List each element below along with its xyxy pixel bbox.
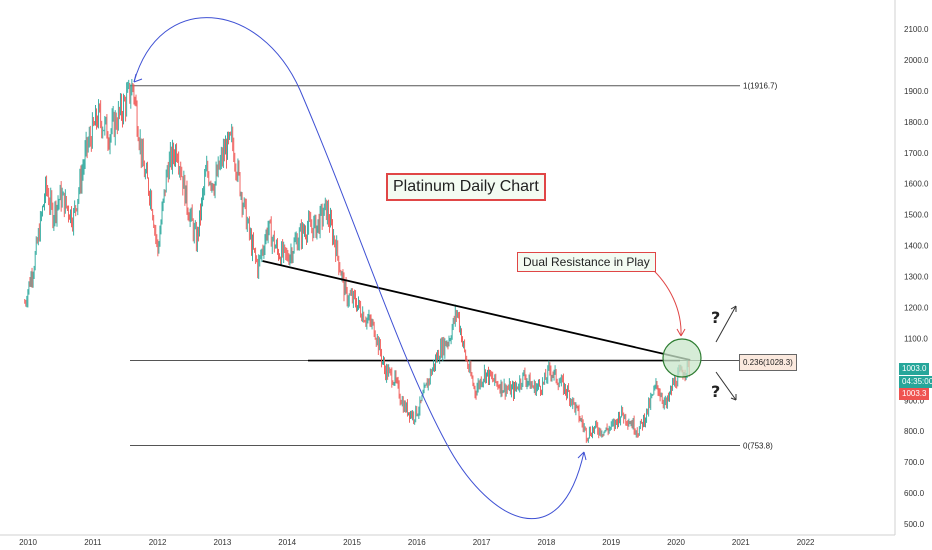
y-tick-label: 1300.0: [904, 273, 929, 282]
y-tick-label: 1200.0: [904, 303, 929, 312]
y-tick-label: 1900.0: [904, 87, 929, 96]
arc-arrowhead-bottom: [577, 451, 587, 461]
x-tick-label: 2022: [797, 538, 815, 547]
x-tick-label: 2021: [732, 538, 750, 547]
resistance-note: Dual Resistance in Play: [517, 252, 656, 272]
x-tick-label: 2014: [278, 538, 296, 547]
fib-0236-label: 0.236(1028.3): [739, 354, 797, 371]
chart-title: Platinum Daily Chart: [386, 173, 546, 201]
x-tick-label: 2011: [84, 538, 102, 547]
countdown-tag: 04:35:00: [899, 376, 932, 388]
down-scenario-arrow: [715, 371, 737, 401]
cycle-arc: [133, 17, 585, 519]
x-tick-label: 2018: [538, 538, 556, 547]
y-tick-label: 2000.0: [904, 56, 929, 65]
y-tick-label: 500.0: [904, 520, 925, 529]
fib-level-label: 1(1916.7): [743, 82, 778, 91]
y-tick-label: 2100.0: [904, 25, 929, 34]
resistance-circle: [662, 338, 702, 378]
candles: [24, 78, 690, 443]
y-tick-label: 600.0: [904, 489, 925, 498]
y-tick-label: 1100.0: [904, 334, 928, 343]
down-arrowhead: [730, 394, 737, 401]
y-tick-label: 1400.0: [904, 242, 929, 251]
note-arrowhead: [676, 328, 686, 337]
arc-arrowhead-top: [133, 73, 143, 83]
x-tick-label: 2015: [343, 538, 361, 547]
y-tick-label: 1600.0: [904, 180, 929, 189]
question-mark-down: ?: [711, 382, 721, 401]
x-tick-label: 2013: [214, 538, 232, 547]
y-tick-label: 1800.0: [904, 118, 929, 127]
x-tick-label: 2017: [473, 538, 491, 547]
y-tick-label: 800.0: [904, 427, 925, 436]
x-tick-label: 2012: [149, 538, 167, 547]
y-tick-label: 1500.0: [904, 211, 929, 220]
up-arrowhead: [730, 305, 737, 312]
note-arrow: [649, 266, 682, 337]
up-scenario-arrow: [715, 305, 737, 343]
y-tick-label: 700.0: [904, 458, 925, 467]
bid-price-tag: 1003.3: [899, 388, 930, 400]
question-mark-up: ?: [711, 308, 721, 327]
x-tick-label: 2019: [602, 538, 620, 547]
y-tick-label: 1700.0: [904, 149, 929, 158]
x-tick-label: 2010: [19, 538, 37, 547]
descending-trendline: [262, 260, 691, 361]
x-tick-label: 2016: [408, 538, 426, 547]
current-price-tag: 1003.0: [899, 363, 930, 375]
x-tick-label: 2020: [667, 538, 685, 547]
y-tick-label: 900.0: [904, 396, 925, 405]
fib-level-label: 0(753.8): [743, 441, 773, 450]
